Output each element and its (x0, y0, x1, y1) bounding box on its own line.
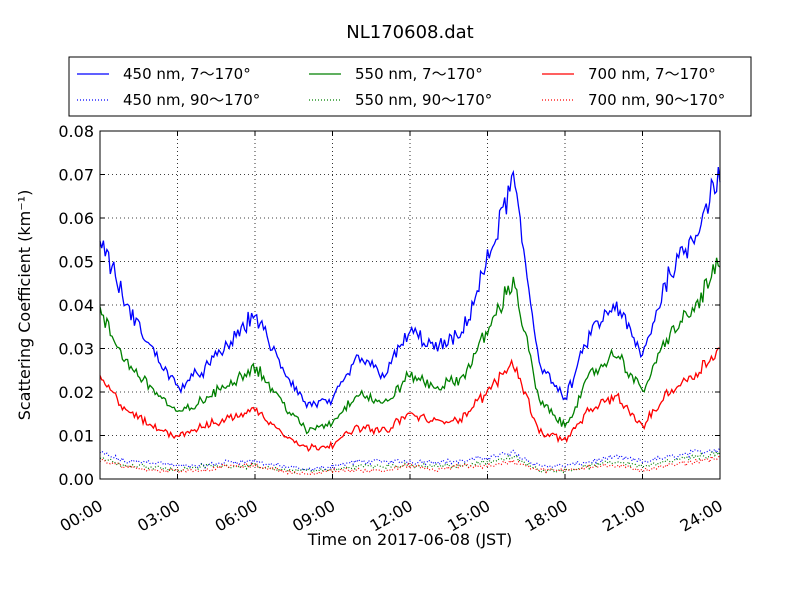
y-tick-label: 0.01 (58, 427, 94, 446)
legend-label-3: 550 nm, 7～170° (355, 65, 483, 83)
series-line-4 (99, 450, 721, 474)
y-tick-label: 0.03 (58, 340, 94, 359)
legend-box (68, 56, 752, 117)
y-tick-label: 0.06 (58, 209, 94, 228)
x-axis-label: Time on 2017-06-08 (JST) (307, 530, 512, 549)
y-tick-label: 0.04 (58, 296, 94, 315)
series-line-2 (99, 447, 721, 473)
series-line-5 (99, 347, 721, 453)
legend-label-2: 450 nm, 90～170° (123, 91, 260, 109)
chart-title: NL170608.dat (346, 22, 473, 43)
y-tick-label: 0.07 (58, 166, 94, 185)
legend-label-5: 700 nm, 7～170° (588, 65, 716, 83)
legend-label-4: 550 nm, 90～170° (355, 91, 492, 109)
series-line-3 (99, 257, 721, 435)
y-tick-label: 0.05 (58, 253, 94, 272)
y-tick-label: 0.02 (58, 383, 94, 402)
y-tick-label: 0.00 (58, 470, 94, 489)
y-axis-label: Scattering Coefficient (km⁻¹) (15, 190, 34, 421)
series-layer (99, 167, 721, 476)
legend-label-1: 450 nm, 7～170° (123, 65, 251, 83)
series-line-1 (99, 167, 721, 410)
y-tick-label: 0.08 (58, 122, 94, 141)
legend: 450 nm, 7～170° 550 nm, 7～170° 700 nm, 7～17… (68, 56, 752, 117)
legend-items: 450 nm, 7～170° 550 nm, 7～170° 700 nm, 7～17… (77, 65, 725, 109)
legend-label-6: 700 nm, 90～170° (588, 91, 725, 109)
